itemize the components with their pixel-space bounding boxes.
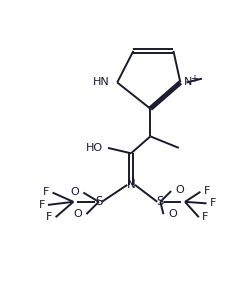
Text: S: S [157,195,164,208]
Text: O: O [168,209,177,219]
Text: F: F [210,198,216,208]
Text: HN: HN [93,78,110,87]
Text: N: N [127,178,135,191]
Text: O: O [176,185,184,195]
Text: HO: HO [86,143,103,153]
Text: F: F [203,186,210,196]
Text: S: S [95,195,103,208]
Text: N: N [183,78,192,87]
Text: +: + [190,74,198,84]
Text: O: O [71,187,79,197]
Text: F: F [38,200,45,210]
Text: F: F [46,212,52,222]
Text: O: O [74,209,83,219]
Text: F: F [202,212,208,222]
Text: F: F [43,187,50,197]
